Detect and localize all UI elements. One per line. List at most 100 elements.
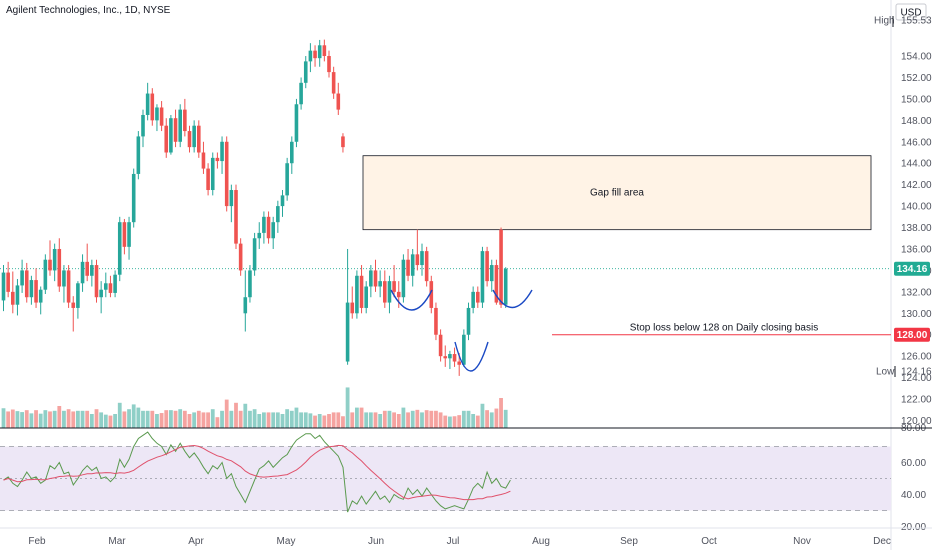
volume-bar bbox=[322, 415, 327, 428]
volume-bar bbox=[66, 409, 71, 428]
candle-body bbox=[62, 270, 66, 287]
candle-body bbox=[234, 190, 238, 244]
candle-body bbox=[485, 251, 489, 282]
volume-bar bbox=[359, 407, 364, 428]
volume-bar bbox=[266, 412, 271, 428]
candle-body bbox=[327, 56, 331, 73]
price-axis: 154.00 152.00 150.00 148.00 146.00 144.00 142.… bbox=[874, 16, 932, 435]
volume-bar bbox=[452, 416, 457, 428]
time-label: May bbox=[277, 536, 296, 547]
candle-body bbox=[317, 45, 322, 59]
volume-bar bbox=[327, 414, 331, 428]
candle-body bbox=[136, 136, 141, 174]
last-price-badge bbox=[894, 261, 930, 276]
candle-body bbox=[210, 157, 215, 191]
price-tick-label: 138.00 bbox=[901, 223, 932, 234]
volume-bar bbox=[299, 412, 303, 428]
candle-body bbox=[99, 289, 103, 298]
left-shoulder-arc bbox=[390, 289, 433, 311]
candle-body bbox=[150, 93, 155, 121]
gap-fill-layer: Gap fill area bbox=[362, 155, 872, 231]
volume-bar bbox=[238, 410, 243, 428]
volume-bar bbox=[248, 410, 252, 428]
volume-bar bbox=[373, 412, 378, 428]
volume-bar bbox=[434, 410, 438, 428]
candle-body bbox=[122, 222, 127, 247]
candle-body bbox=[438, 334, 443, 357]
volume-bar bbox=[29, 413, 34, 428]
volume-bar bbox=[429, 410, 434, 428]
pattern-drawings bbox=[390, 289, 533, 372]
volume-bar bbox=[108, 415, 113, 428]
candle-body bbox=[410, 254, 415, 276]
candle-body bbox=[369, 270, 373, 287]
rsi-tick-label: 60.00 bbox=[901, 458, 926, 469]
candle-body bbox=[406, 259, 410, 276]
candle-body bbox=[429, 281, 434, 308]
candle-body bbox=[85, 261, 89, 276]
candle-body bbox=[308, 50, 313, 62]
candle-body bbox=[355, 275, 359, 314]
volume-bar bbox=[62, 410, 66, 428]
volume-bar bbox=[308, 413, 313, 428]
candle-body bbox=[117, 222, 122, 275]
candle-body bbox=[336, 93, 341, 110]
candle-body bbox=[443, 356, 448, 359]
price-tick-label: 154.00 bbox=[901, 52, 932, 63]
stop-price-value: 128.00 bbox=[897, 330, 928, 341]
volume-bar bbox=[396, 414, 401, 428]
candle-body bbox=[462, 334, 466, 365]
volume-bar bbox=[420, 412, 424, 428]
currency-button[interactable] bbox=[895, 3, 927, 21]
candle-body bbox=[1, 272, 6, 301]
candle-body bbox=[229, 190, 234, 207]
candle-body bbox=[313, 50, 317, 59]
volume-bar bbox=[303, 412, 308, 428]
volume-bar bbox=[410, 410, 415, 428]
time-label: Apr bbox=[188, 536, 204, 547]
candle-body bbox=[322, 45, 327, 57]
price-tick-label: 136.00 bbox=[901, 244, 932, 255]
volume-bar bbox=[331, 412, 336, 428]
volume-bar bbox=[34, 410, 38, 428]
time-label: Jul bbox=[447, 536, 460, 547]
price-tick-label: 152.00 bbox=[901, 73, 932, 84]
candle-body bbox=[303, 61, 308, 83]
candle-body bbox=[341, 136, 345, 148]
price-tick-label: 142.00 bbox=[901, 180, 932, 191]
volume-bar bbox=[76, 410, 80, 428]
candle-body bbox=[415, 254, 420, 266]
candle-body bbox=[248, 270, 252, 298]
volume-bar bbox=[71, 411, 76, 428]
low-label: Low bbox=[876, 367, 895, 378]
candle-body bbox=[48, 259, 52, 271]
volume-bar bbox=[448, 416, 452, 428]
price-tick-label: 146.00 bbox=[901, 137, 932, 148]
candle-body bbox=[476, 291, 480, 303]
volume-bar bbox=[141, 410, 145, 428]
candle-body bbox=[206, 168, 210, 191]
volume-bar bbox=[43, 410, 48, 428]
candle-body bbox=[76, 283, 80, 308]
volume-bar bbox=[475, 415, 480, 428]
time-axis: Feb Mar Apr May Jun Jul Aug Sep Oct Nov Dec bbox=[28, 536, 891, 547]
volume-bar bbox=[243, 403, 248, 428]
candle-body bbox=[20, 270, 24, 286]
candle-body bbox=[159, 107, 164, 126]
price-tick-label: 126.00 bbox=[901, 352, 932, 363]
volume-bar bbox=[345, 387, 350, 428]
candle-body bbox=[187, 131, 192, 148]
gap-fill-label: Gap fill area bbox=[590, 188, 644, 199]
time-label: Aug bbox=[532, 536, 550, 547]
price-tick-label: 122.00 bbox=[901, 395, 932, 406]
candle-body bbox=[448, 354, 452, 359]
volume-bar bbox=[164, 410, 169, 428]
head-arc bbox=[454, 341, 489, 372]
candle-body bbox=[131, 173, 136, 223]
volume-bar bbox=[341, 416, 345, 428]
candle-body bbox=[11, 291, 15, 305]
volume-bar bbox=[280, 414, 285, 428]
volume-bar bbox=[150, 410, 155, 428]
volume-bar bbox=[275, 412, 280, 428]
